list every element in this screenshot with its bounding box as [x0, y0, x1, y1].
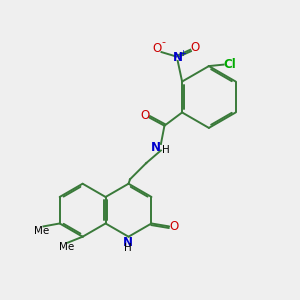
Text: O: O	[191, 41, 200, 54]
Text: -: -	[161, 37, 165, 47]
Text: H: H	[162, 146, 170, 155]
Text: N: N	[123, 236, 133, 249]
Text: Me: Me	[34, 226, 50, 236]
Text: O: O	[152, 42, 162, 55]
Text: N: N	[173, 52, 183, 64]
Text: O: O	[140, 110, 149, 122]
Text: N: N	[151, 141, 160, 154]
Text: Cl: Cl	[223, 58, 236, 71]
Text: O: O	[169, 220, 179, 233]
Text: H: H	[124, 243, 132, 253]
Text: +: +	[179, 50, 186, 58]
Text: Me: Me	[59, 242, 74, 252]
